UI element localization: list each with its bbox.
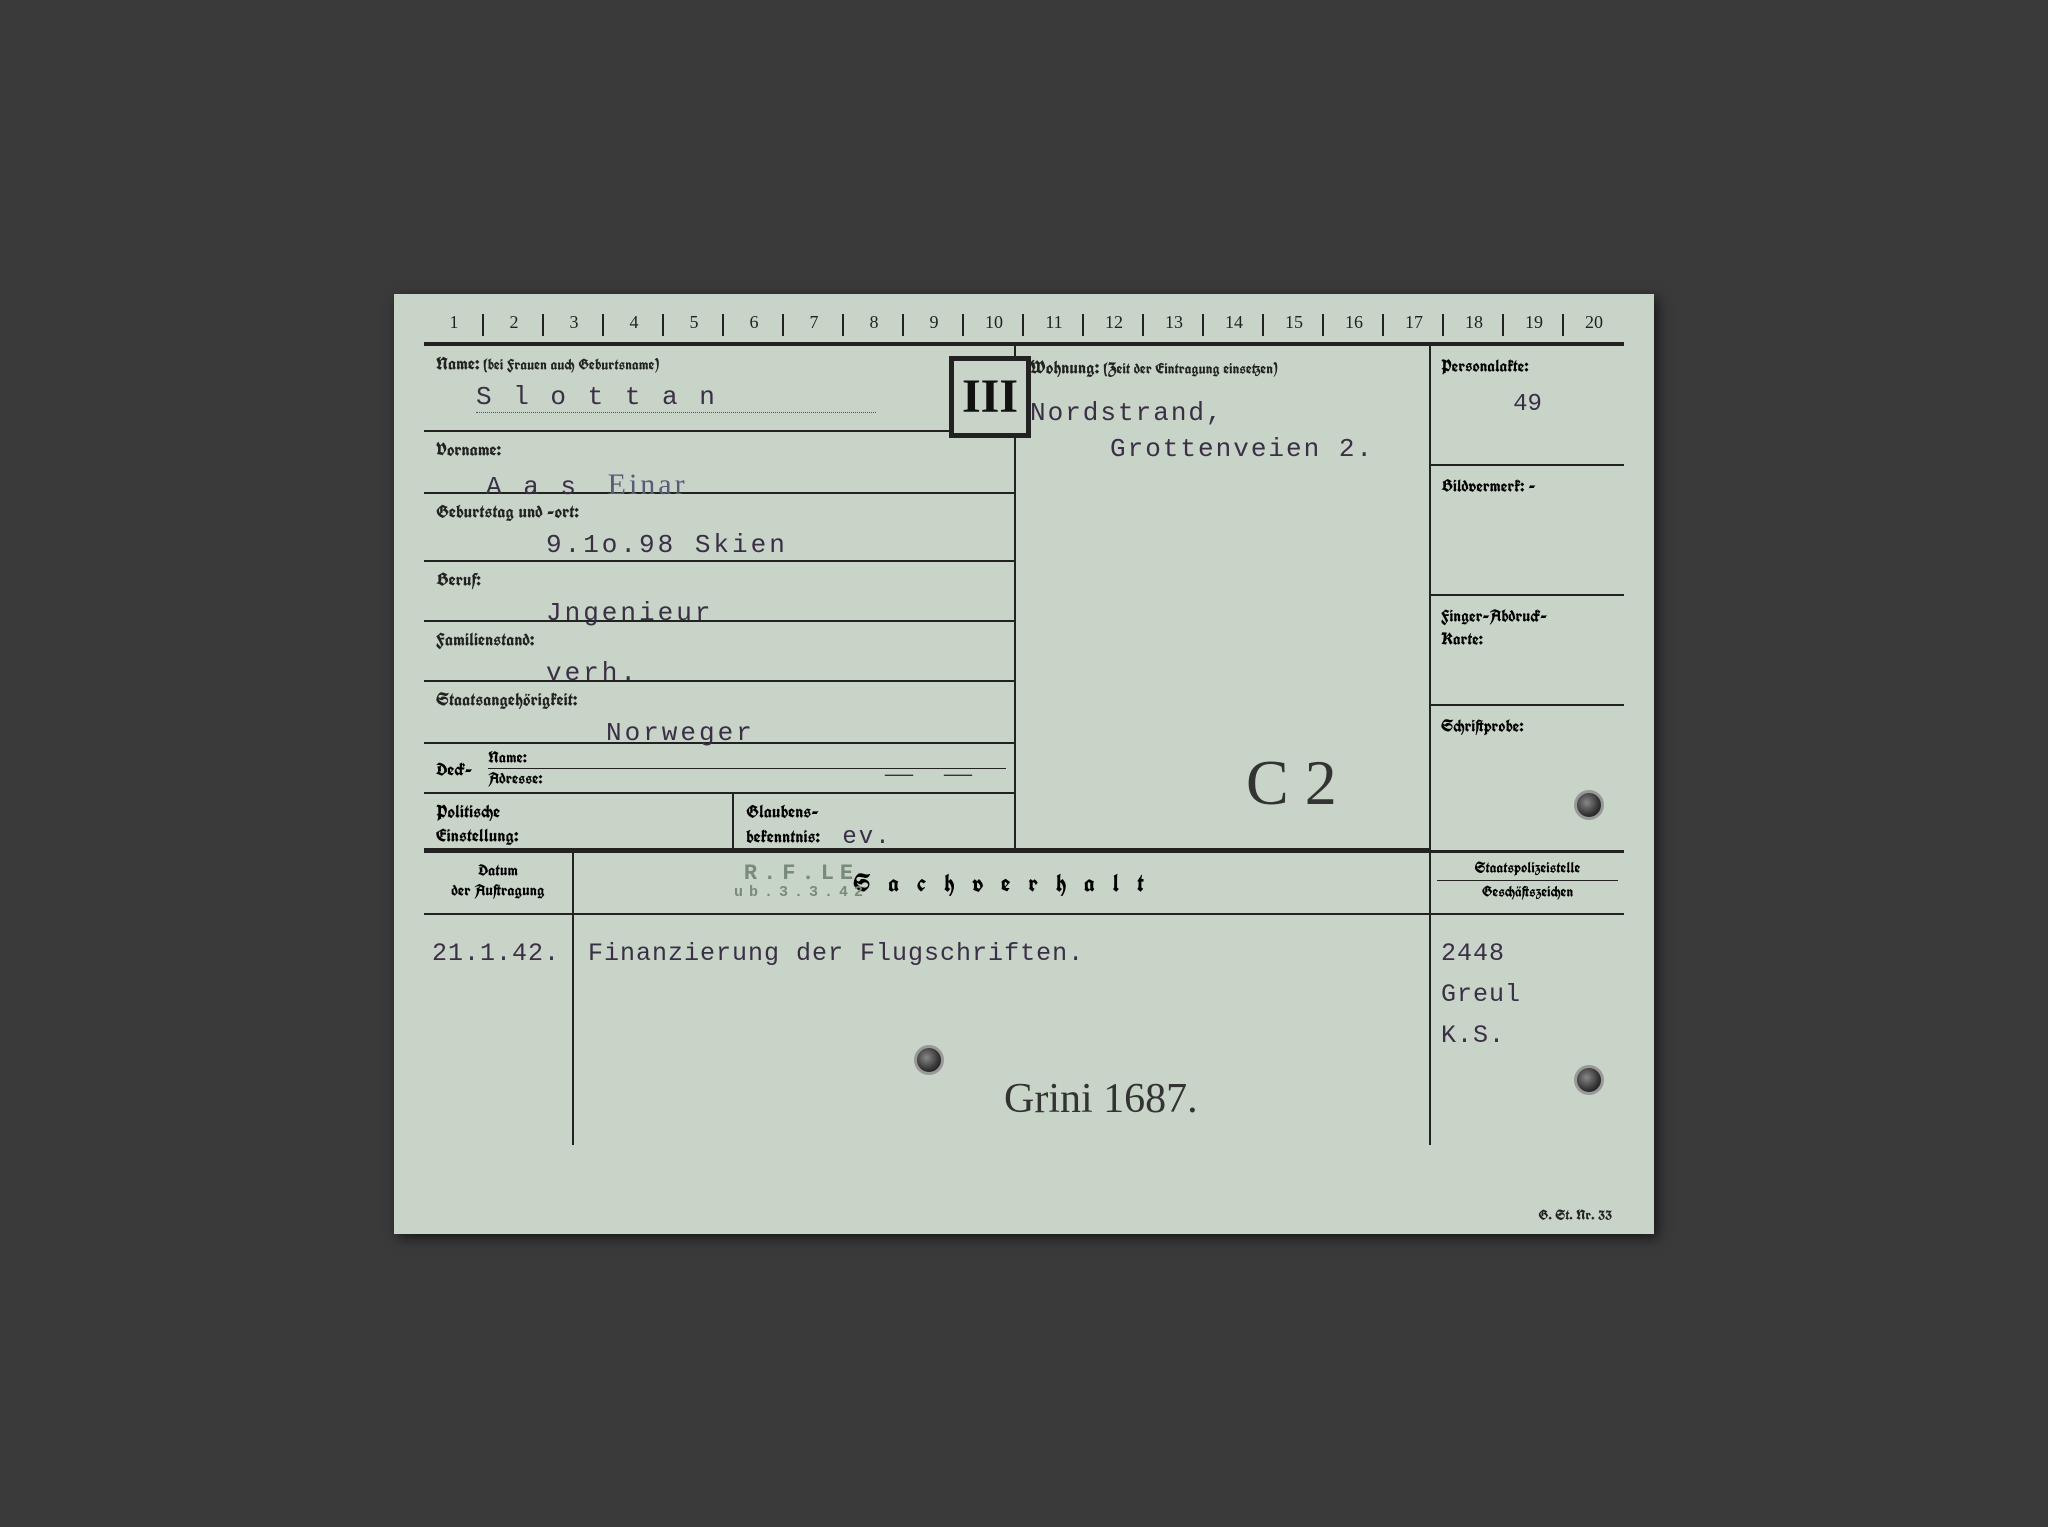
staatspolizei-label: Staatspolizeistelle Geschäftszeichen — [1429, 853, 1624, 913]
name-label: Name: — [436, 352, 479, 376]
pencil-note: R.F.LE ub.3.3.42 — [734, 861, 869, 901]
punch-hole — [914, 1045, 944, 1075]
bildvermerk-field: Bildvermerk: - — [1431, 466, 1624, 596]
punch-hole — [1574, 1065, 1604, 1095]
ruler-tick: 10 — [964, 312, 1024, 333]
ruler-tick: 12 — [1084, 312, 1144, 333]
finger-label1: Finger-Abdruck- — [1441, 604, 1547, 627]
wohnung-field: Wohnung: (Zeit der Eintragung einsetzen)… — [1016, 346, 1429, 848]
politische-row: PolitischeEinstellung: Glaubens- bekennt… — [424, 794, 1014, 850]
sachverhalt-header: Datumder Auftragung S a c h v e r h a l … — [424, 850, 1624, 915]
familienstand-field: Familienstand: verh. — [424, 622, 1014, 682]
dash-marks: — — — [885, 758, 984, 790]
datum-label: Datumder Auftragung — [424, 853, 574, 913]
ruler-tick: 7 — [784, 312, 844, 333]
entry-right: 2448 Greul K.S. — [1429, 915, 1624, 1145]
entry-date: 21.1.42. — [424, 915, 574, 1145]
ruler-tick: 17 — [1384, 312, 1444, 333]
ruler-tick: 9 — [904, 312, 964, 333]
geburtstag-field: Geburtstag und -ort: 9.1o.98 Skien — [424, 494, 1014, 562]
geburtstag-value: 9.1o.98 Skien — [436, 530, 1004, 560]
deck-field: Deck- Name: Adresse: — — — [424, 744, 1014, 794]
familienstand-label: Familienstand: — [436, 628, 534, 652]
ruler: 1 2 3 4 5 6 7 8 9 10 11 12 13 14 15 16 1… — [394, 294, 1654, 342]
geburtstag-label: Geburtstag und -ort: — [436, 500, 579, 524]
finger-field: Finger-Abdruck- Karte: — [1431, 596, 1624, 706]
beruf-label: Beruf: — [436, 568, 481, 592]
politische-label: PolitischeEinstellung: — [424, 794, 734, 848]
entry-row: 21.1.42. Finanzierung der Flugschriften.… — [424, 915, 1624, 1145]
glaubens-value: ev. — [842, 824, 891, 851]
sachverhalt-title: S a c h v e r h a l t R.F.LE ub.3.3.42 — [574, 853, 1429, 913]
ruler-tick: 5 — [664, 312, 724, 333]
schriftprobe-field: Schriftprobe: — [1431, 706, 1624, 850]
ruler-tick: 8 — [844, 312, 904, 333]
name-field: Name: (bei Frauen auch Geburtsname) S l … — [424, 346, 1014, 432]
deck-label: Deck- — [424, 744, 480, 792]
ruler-tick: 14 — [1204, 312, 1264, 333]
finger-label2: Karte: — [1441, 627, 1483, 650]
vorname-label: Vorname: — [436, 438, 501, 462]
category-box: III — [949, 356, 1031, 438]
ruler-tick: 3 — [544, 312, 604, 333]
ruler-tick: 13 — [1144, 312, 1204, 333]
ruler-tick: 16 — [1324, 312, 1384, 333]
staats-label: Staatsangehörigkeit: — [436, 688, 577, 712]
personalakte-label: Personalakte: — [1441, 354, 1529, 377]
index-card: 1 2 3 4 5 6 7 8 9 10 11 12 13 14 15 16 1… — [394, 294, 1654, 1234]
form-number: G. St. Nr. 33 — [1538, 1206, 1612, 1224]
middle-column: Wohnung: (Zeit der Eintragung einsetzen)… — [1014, 346, 1429, 850]
punch-hole — [1574, 790, 1604, 820]
staats-field: Staatsangehörigkeit: Norweger — [424, 682, 1014, 744]
grini-annotation: Grini 1687. — [1004, 1075, 1198, 1123]
schriftprobe-label: Schriftprobe: — [1441, 714, 1524, 737]
ruler-tick: 2 — [484, 312, 544, 333]
bildvermerk-label: Bildvermerk: - — [1441, 474, 1536, 497]
wohnung-line2: Grottenveien 2. — [1030, 434, 1415, 464]
beruf-field: Beruf: Jngenieur — [424, 562, 1014, 622]
personalakte-value: 49 — [1441, 391, 1614, 418]
ruler-tick: 6 — [724, 312, 784, 333]
entry-text: Finanzierung der Flugschriften. — [588, 939, 1084, 968]
personalakte-field: Personalakte: 49 — [1431, 346, 1624, 466]
glaubens-label: Glaubens- bekenntnis: ev. — [734, 794, 1014, 848]
wohnung-line1: Nordstrand, — [1030, 398, 1415, 428]
ruler-tick: 19 — [1504, 312, 1564, 333]
entry-main: Finanzierung der Flugschriften. Grini 16… — [574, 915, 1429, 1145]
ref-name: Greul — [1441, 980, 1614, 1009]
ref-number: 2448 — [1441, 939, 1614, 968]
right-column: Personalakte: 49 Bildvermerk: - Finger-A… — [1429, 346, 1624, 850]
ruler-tick: 15 — [1264, 312, 1324, 333]
wohnung-hint: (Zeit der Eintragung einsetzen) — [1104, 360, 1278, 379]
ruler-tick: 4 — [604, 312, 664, 333]
c2-annotation: C 2 — [1246, 746, 1337, 820]
ruler-tick: 18 — [1444, 312, 1504, 333]
ref-ks: K.S. — [1441, 1021, 1614, 1050]
wohnung-label: Wohnung: — [1030, 356, 1099, 380]
vorname-field: Vorname: A a s Einar — [424, 432, 1014, 494]
left-column: Name: (bei Frauen auch Geburtsname) S l … — [424, 346, 1014, 850]
ruler-tick: 11 — [1024, 312, 1084, 333]
name-hint: (bei Frauen auch Geburtsname) — [483, 356, 658, 375]
ruler-tick: 1 — [424, 312, 484, 333]
name-value: S l o t t a n — [436, 382, 1004, 413]
ruler-tick: 20 — [1564, 312, 1624, 333]
